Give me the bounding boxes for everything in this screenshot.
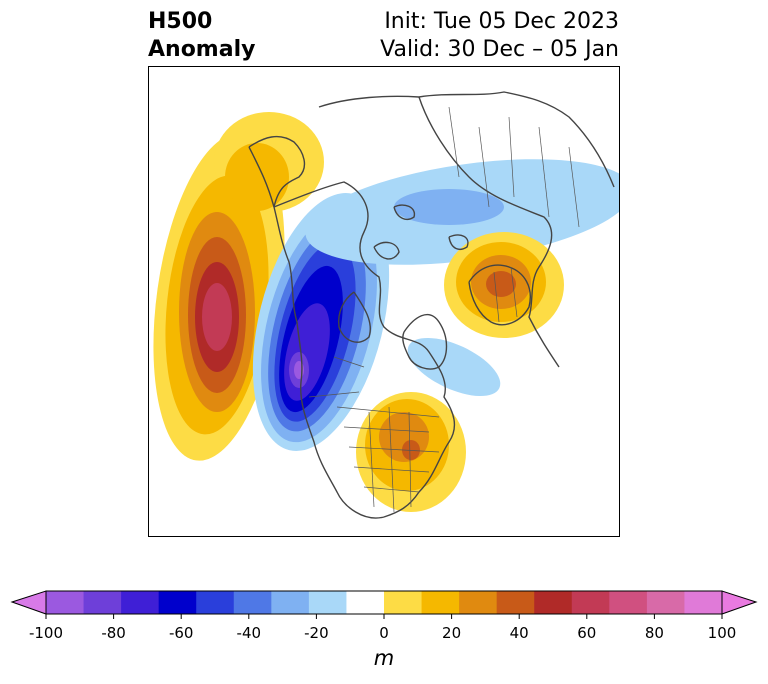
colorbar-segment — [196, 591, 235, 614]
colorbar-tick-label: 20 — [442, 624, 462, 642]
colorbar-over-arrow — [721, 590, 758, 615]
colorbar-tick-label: -100 — [28, 624, 64, 642]
colorbar-segment — [233, 591, 272, 614]
colorbar-unit-label: m — [373, 646, 395, 670]
colorbar-tick-label: -20 — [304, 624, 329, 642]
title-valid-range: Valid: 30 Dec – 05 Jan — [380, 37, 619, 62]
positive-anomaly-scandinavia — [444, 232, 564, 338]
title-anomaly: Anomaly — [148, 37, 256, 62]
colorbar-segment — [83, 591, 122, 614]
anomaly-map — [153, 91, 619, 519]
colorbar-segment — [459, 591, 498, 614]
colorbar-tick-label: 0 — [379, 624, 389, 642]
title-init-date: Init: Tue 05 Dec 2023 — [384, 9, 619, 34]
colorbar-tick-label: 40 — [509, 624, 529, 642]
negative-anomaly-greenland-atlantic — [407, 337, 501, 397]
positive-anomaly-eastern-us — [356, 392, 466, 512]
colorbar-tick-label: -80 — [101, 624, 126, 642]
colorbar-segment — [571, 591, 610, 614]
map-panel — [148, 66, 620, 537]
colorbar-segment — [46, 591, 85, 614]
colorbar-tick-label: 100 — [707, 624, 737, 642]
title-variable: H500 — [148, 9, 213, 34]
colorbar-segment — [308, 591, 347, 614]
colorbar-segment — [384, 591, 423, 614]
colorbar-segment — [158, 591, 197, 614]
colorbar-segment — [684, 591, 723, 614]
colorbar-tick-label: -60 — [168, 624, 194, 642]
colorbar-tick-label: 80 — [644, 624, 664, 642]
colorbar — [10, 590, 758, 619]
positive-anomaly-north-pacific — [153, 112, 324, 461]
colorbar-tick-label: 60 — [577, 624, 597, 642]
colorbar-segment — [271, 591, 310, 614]
colorbar-segment — [646, 591, 685, 614]
colorbar-tick-label: -40 — [236, 624, 262, 642]
colorbar-under-arrow — [10, 590, 47, 615]
colorbar-segment — [496, 591, 535, 614]
map-title-left: H500 Anomaly — [148, 8, 255, 64]
colorbar-segment — [121, 591, 160, 614]
colorbar-segment — [346, 591, 385, 614]
colorbar-segment — [421, 591, 460, 614]
map-title-right: Init: Tue 05 Dec 2023 Valid: 30 Dec – 05… — [380, 8, 619, 64]
political-borders — [308, 106, 580, 513]
colorbar-segment — [609, 591, 648, 614]
colorbar-segment — [534, 591, 573, 614]
